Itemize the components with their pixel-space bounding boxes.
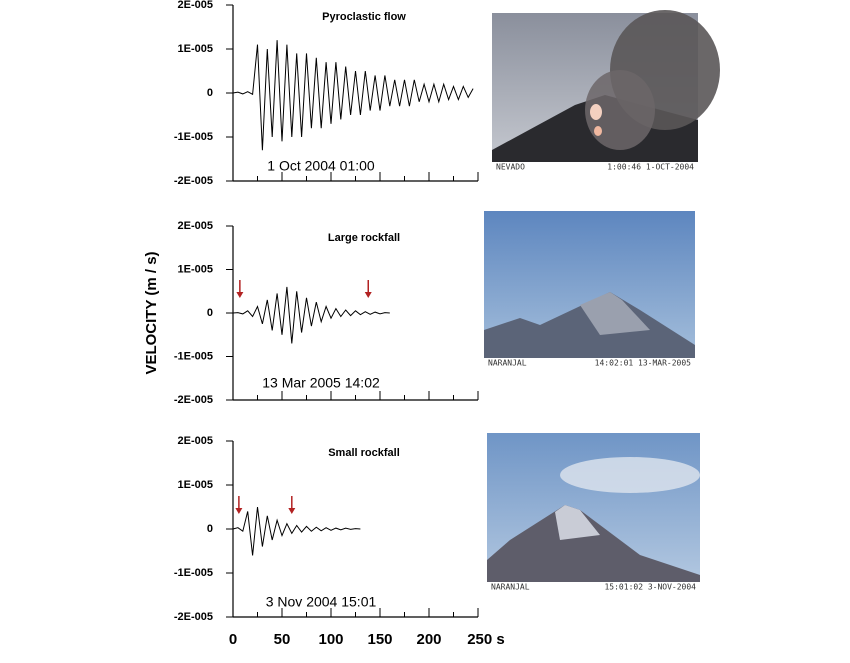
x-tick-label: 100	[318, 631, 343, 648]
y-tick-label: -1E-005	[174, 567, 213, 579]
y-tick-label: -2E-005	[174, 611, 213, 623]
y-axis-label: VELOCITY (m / s)	[143, 251, 160, 374]
y-tick-label: 0	[207, 523, 213, 535]
x-tick-label: 50	[274, 631, 291, 648]
arrow	[236, 280, 244, 298]
x-tick-label: 0	[229, 631, 237, 648]
arrow	[288, 496, 296, 514]
y-tick-label: 0	[207, 307, 213, 319]
x-tick-label: 150	[367, 631, 392, 648]
date-label: 1 Oct 2004 01:00	[267, 158, 375, 174]
y-tick-label: 2E-005	[178, 220, 213, 232]
y-tick-label: 0	[207, 87, 213, 99]
date-label: 13 Mar 2005 14:02	[262, 375, 380, 391]
y-tick-label: 1E-005	[178, 479, 213, 491]
photo-3	[487, 433, 700, 592]
waveform	[232, 40, 474, 151]
chart-title: Small rockfall	[328, 447, 400, 459]
photo-caption: 14:02:01 13-MAR-2005	[595, 359, 692, 368]
photo-caption: 1:00:46 1-OCT-2004	[607, 163, 694, 172]
date-label: 3 Nov 2004 15:01	[266, 594, 377, 610]
chart-title: Pyroclastic flow	[322, 11, 406, 23]
y-tick-label: 1E-005	[178, 43, 213, 55]
y-tick-label: 2E-005	[178, 435, 213, 447]
photo-caption: NARANJAL	[488, 359, 527, 368]
x-tick-label: 200	[416, 631, 441, 648]
waveform	[232, 506, 361, 556]
arrow-head	[364, 292, 372, 298]
y-tick-label: -1E-005	[174, 131, 213, 143]
arrow-head	[235, 508, 243, 514]
x-tick-label: 250 s	[467, 631, 505, 648]
photo-caption: NARANJAL	[491, 583, 530, 592]
chart-title: Large rockfall	[328, 232, 400, 244]
arrow	[364, 280, 372, 298]
photo-2	[484, 211, 695, 368]
y-tick-label: -2E-005	[174, 175, 213, 187]
waveform	[232, 286, 390, 344]
arrow-head	[288, 508, 296, 514]
y-tick-label: 2E-005	[178, 0, 213, 11]
photo-caption: 15:01:02 3-NOV-2004	[604, 583, 696, 592]
photo-caption: NEVADO	[496, 163, 525, 172]
y-tick-label: -2E-005	[174, 394, 213, 406]
y-tick-label: -1E-005	[174, 350, 213, 362]
photo-1	[492, 10, 720, 172]
arrow	[235, 496, 243, 514]
y-tick-label: 1E-005	[178, 263, 213, 275]
arrow-head	[236, 292, 244, 298]
